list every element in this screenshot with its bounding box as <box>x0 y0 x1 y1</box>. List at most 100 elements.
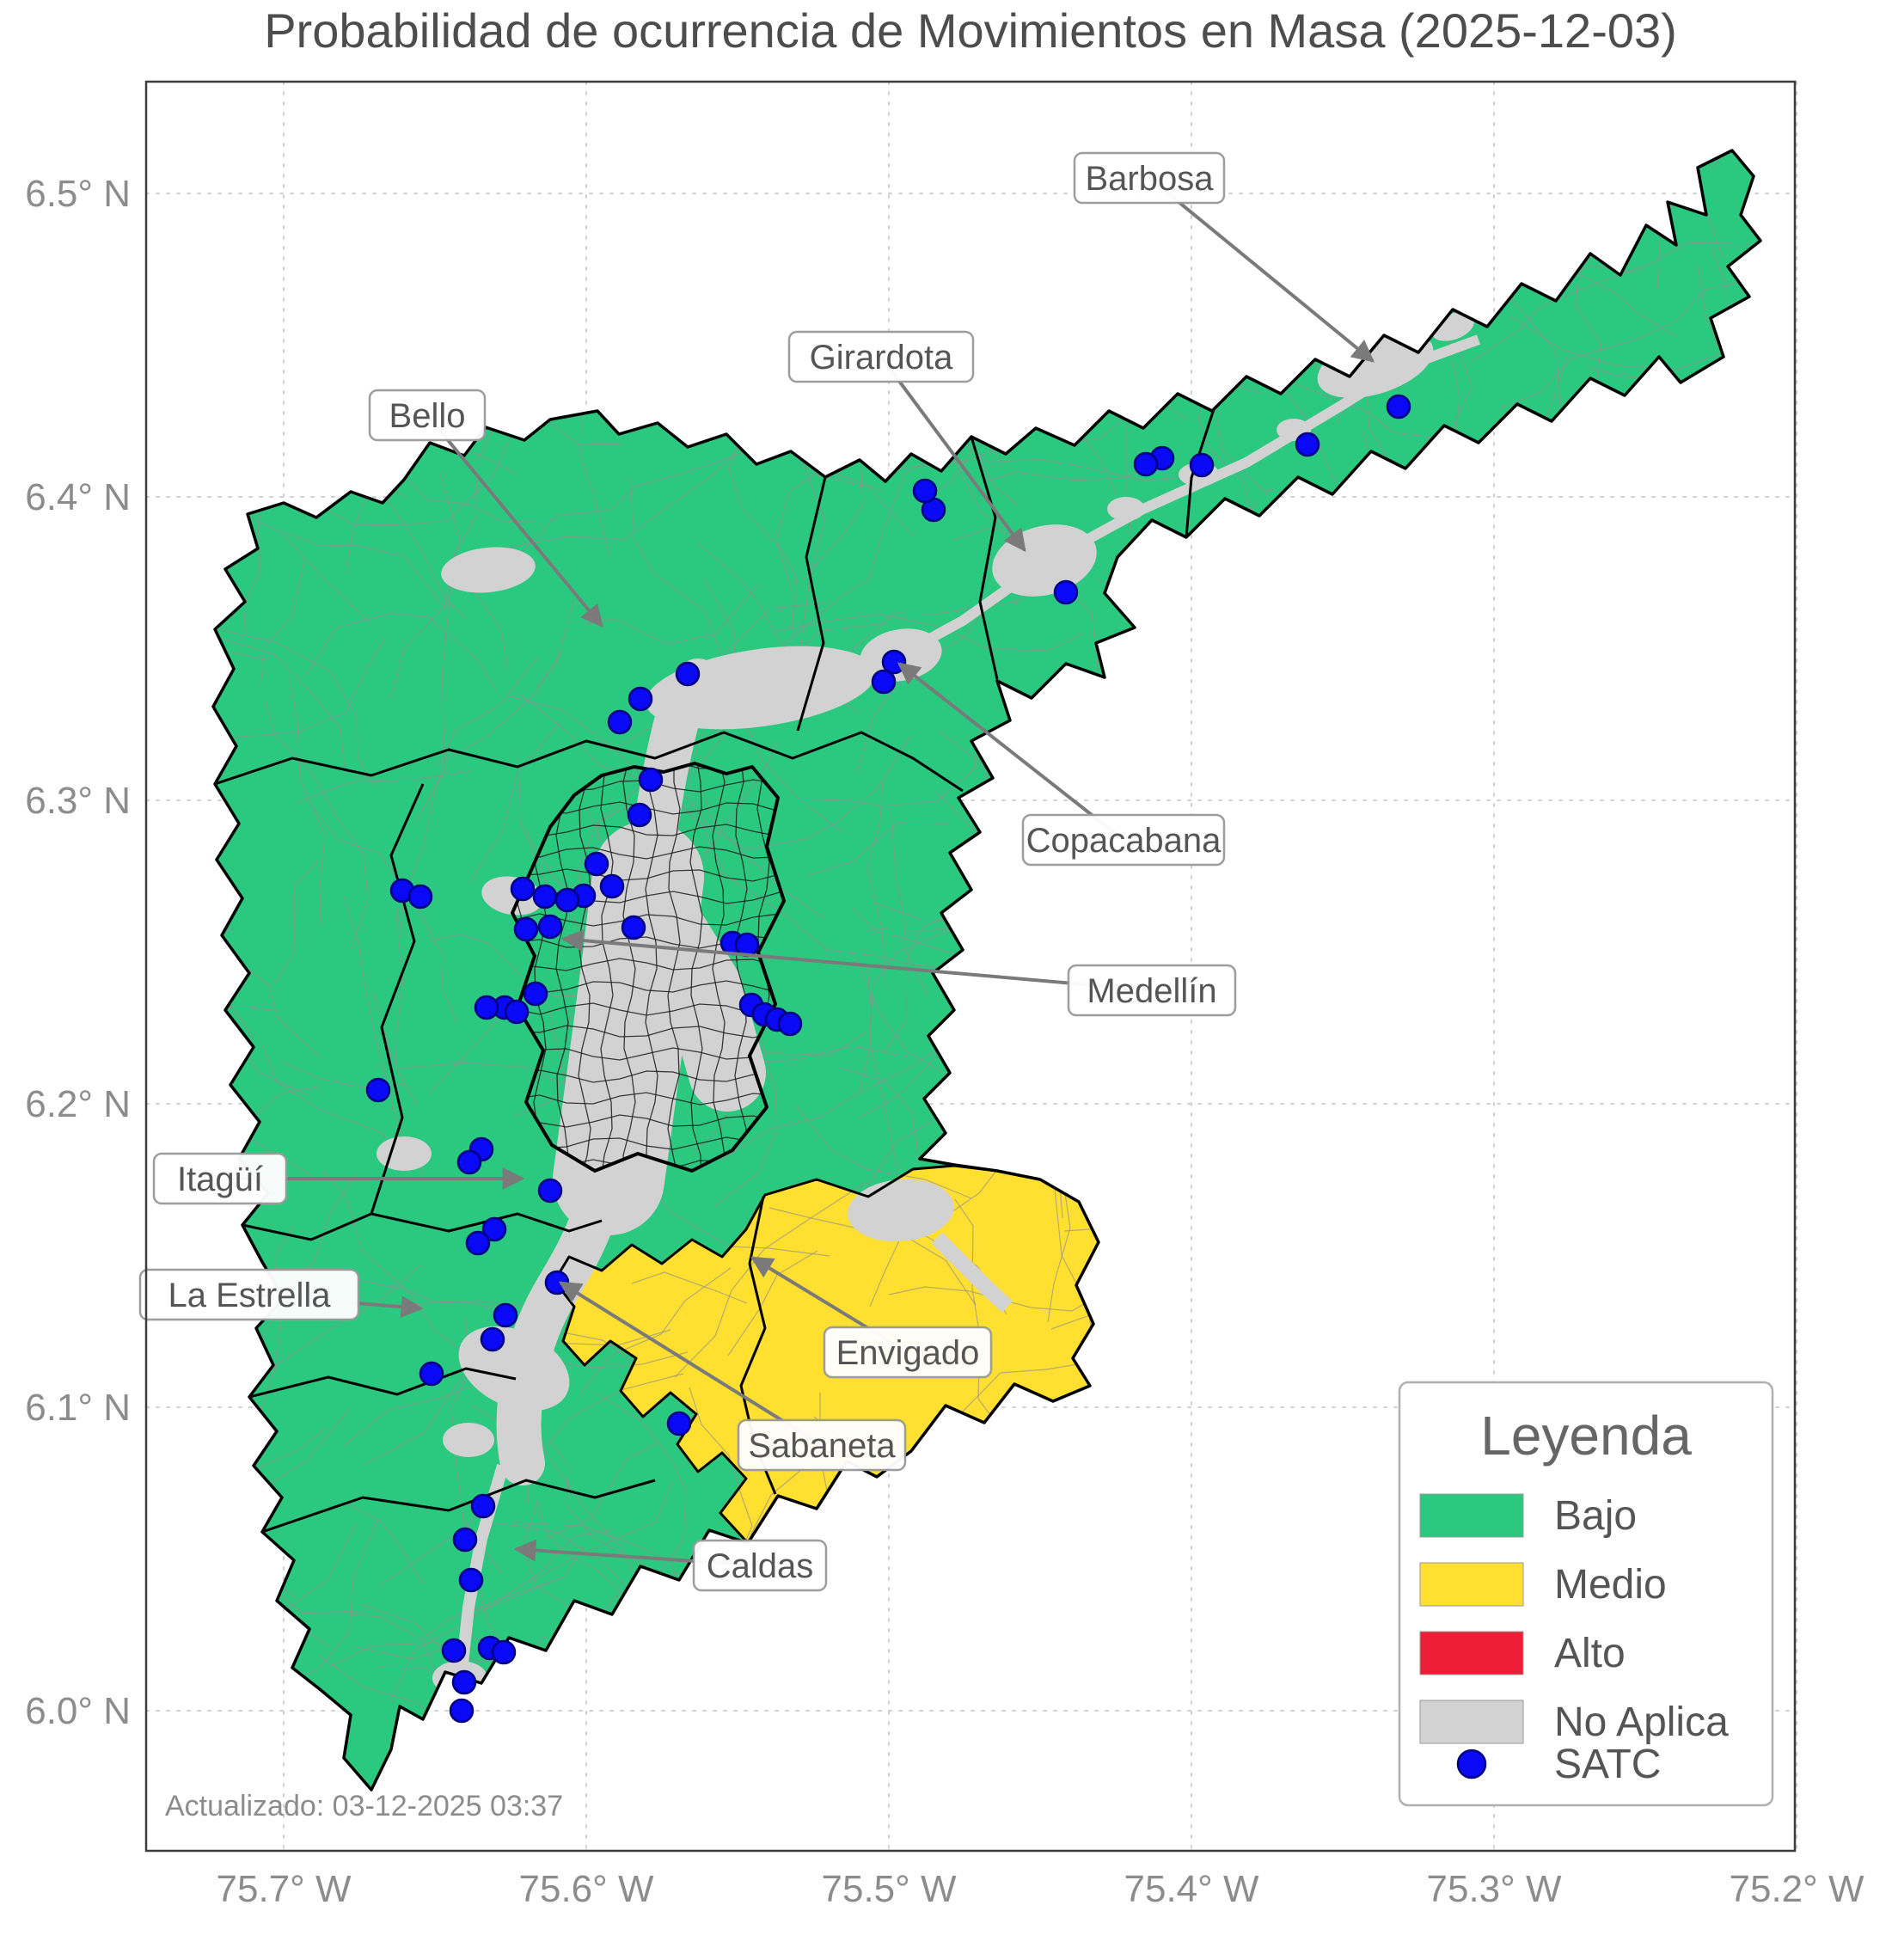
vereda-boundary-line <box>703 578 844 834</box>
legend-label-bajo: Bajo <box>1554 1493 1637 1539</box>
satc-station-dot <box>458 1567 484 1593</box>
border-bello-copacabana <box>796 476 827 732</box>
y-tick-label: 6.4° N <box>25 476 131 518</box>
vereda-boundary-line <box>343 896 392 1098</box>
comuna-boundary-line <box>667 763 681 1171</box>
vereda-boundary-line <box>289 677 326 925</box>
annotation-arrow <box>560 929 1153 992</box>
satc-station-dot <box>537 914 563 940</box>
legend-swatch-no-aplica <box>1419 1700 1524 1744</box>
satc-station-dot <box>491 1639 517 1665</box>
comuna-boundary-line <box>513 1025 781 1038</box>
satc-station-dot <box>365 1077 391 1103</box>
annotation-box <box>692 1539 828 1592</box>
comuna-boundary-line <box>645 763 658 1171</box>
vereda-boundary-line <box>420 1546 585 1640</box>
vereda-boundary-line <box>795 1105 972 1199</box>
vereda-boundary-line <box>797 731 979 807</box>
satc-station-dot <box>451 1669 477 1695</box>
border-girardota-barbosa <box>1185 408 1215 538</box>
vereda-boundary-line <box>213 613 272 661</box>
x-tick-label: 75.5° W <box>822 1868 957 1910</box>
satc-station-dot <box>638 767 664 793</box>
satc-station-dot <box>607 709 633 735</box>
vereda-boundary-line <box>674 1181 867 1378</box>
legend-label-satc: SATC <box>1554 1742 1661 1787</box>
vereda-boundary-line <box>699 820 946 969</box>
annotation-box <box>1021 813 1226 867</box>
comuna-boundary-line <box>513 1047 781 1061</box>
vereda-boundary-line <box>536 597 575 689</box>
satc-station-dot <box>480 1326 505 1352</box>
urban-san-antonio <box>377 1136 432 1171</box>
y-tick-label: 6.0° N <box>25 1690 131 1732</box>
annotation-arrow <box>426 413 603 628</box>
border-medellin-corregimientos <box>370 783 425 1215</box>
comuna-boundary-line <box>513 846 781 860</box>
urban-envigado-strip <box>931 1232 1013 1313</box>
vereda-boundary-line <box>720 1040 948 1161</box>
vereda-boundary-line <box>660 734 912 850</box>
vereda-boundary-line <box>958 438 1196 481</box>
x-tick-label: 75.4° W <box>1124 1868 1259 1910</box>
vereda-boundary-line <box>468 721 560 884</box>
annotation-arrow <box>558 1281 824 1447</box>
vereda-boundary-line <box>304 612 497 690</box>
vereda-boundary-line <box>443 413 501 660</box>
satc-station-dot <box>465 1230 491 1256</box>
municipality-label: Girardota <box>810 339 953 377</box>
annotation-box <box>152 1152 288 1205</box>
satc-station-dot <box>419 1361 444 1387</box>
urban-medellin-east <box>616 873 766 1112</box>
comuna-boundary-line <box>513 868 781 882</box>
vereda-boundary-line <box>389 1529 611 1702</box>
border-bello-medellin <box>214 731 964 793</box>
satc-station-dot <box>628 686 653 712</box>
annotation-arrow <box>897 662 1125 842</box>
municipality-label: Bello <box>389 397 466 435</box>
comuna-boundary-line <box>513 1002 781 1016</box>
satc-station-dot <box>449 1698 475 1724</box>
vereda-boundary-line <box>847 570 1063 654</box>
legend-label-no-aplica: No Aplica <box>1554 1700 1729 1745</box>
satc-stations-layer <box>365 394 1411 1724</box>
vereda-boundary-line <box>631 1271 748 1304</box>
satc-station-dot <box>532 884 558 910</box>
vereda-boundary-line <box>529 1481 673 1583</box>
vereda-boundary-line <box>579 1267 732 1395</box>
comuna-boundary-line <box>513 958 781 971</box>
satc-station-dot <box>621 915 646 940</box>
comuna-boundary-line <box>513 1092 781 1106</box>
annotation-box <box>787 330 975 383</box>
vereda-boundary-line <box>756 454 939 671</box>
y-tick-label: 6.3° N <box>25 780 131 822</box>
satc-station-dot <box>481 1216 507 1242</box>
comuna-boundary-line <box>578 763 591 1171</box>
vereda-boundary-line <box>883 915 954 1053</box>
comuna-boundary-line <box>513 1114 781 1128</box>
vereda-boundary-line <box>584 585 758 645</box>
vereda-boundary-line <box>727 1250 818 1357</box>
vereda-boundary-line <box>242 486 267 642</box>
vereda-boundary-line <box>346 1503 424 1584</box>
annotation-box <box>1073 151 1226 205</box>
vereda-boundary-line <box>260 560 305 689</box>
x-tick-label: 75.6° W <box>519 1868 654 1910</box>
satc-station-dot <box>456 1149 482 1175</box>
comuna-boundary-line <box>622 763 636 1171</box>
satc-station-dot <box>1295 432 1320 457</box>
y-tick-label: 6.2° N <box>25 1083 131 1125</box>
legend-box <box>1398 1381 1774 1807</box>
satc-station-dot <box>470 1493 496 1519</box>
vereda-boundary-line <box>689 1387 753 1577</box>
municipality-label: Barbosa <box>1086 160 1215 198</box>
municipality-label: Copacabana <box>1026 822 1222 860</box>
satc-station-dot <box>537 1178 563 1204</box>
satc-station-dot <box>675 661 701 687</box>
comuna-boundary-line <box>513 824 781 837</box>
annotation-box <box>737 1418 907 1472</box>
y-tick-label: 6.1° N <box>25 1387 131 1429</box>
comuna-boundary-line <box>513 980 781 994</box>
vereda-boundary-line <box>802 469 864 581</box>
urban-bello-north <box>646 646 876 730</box>
